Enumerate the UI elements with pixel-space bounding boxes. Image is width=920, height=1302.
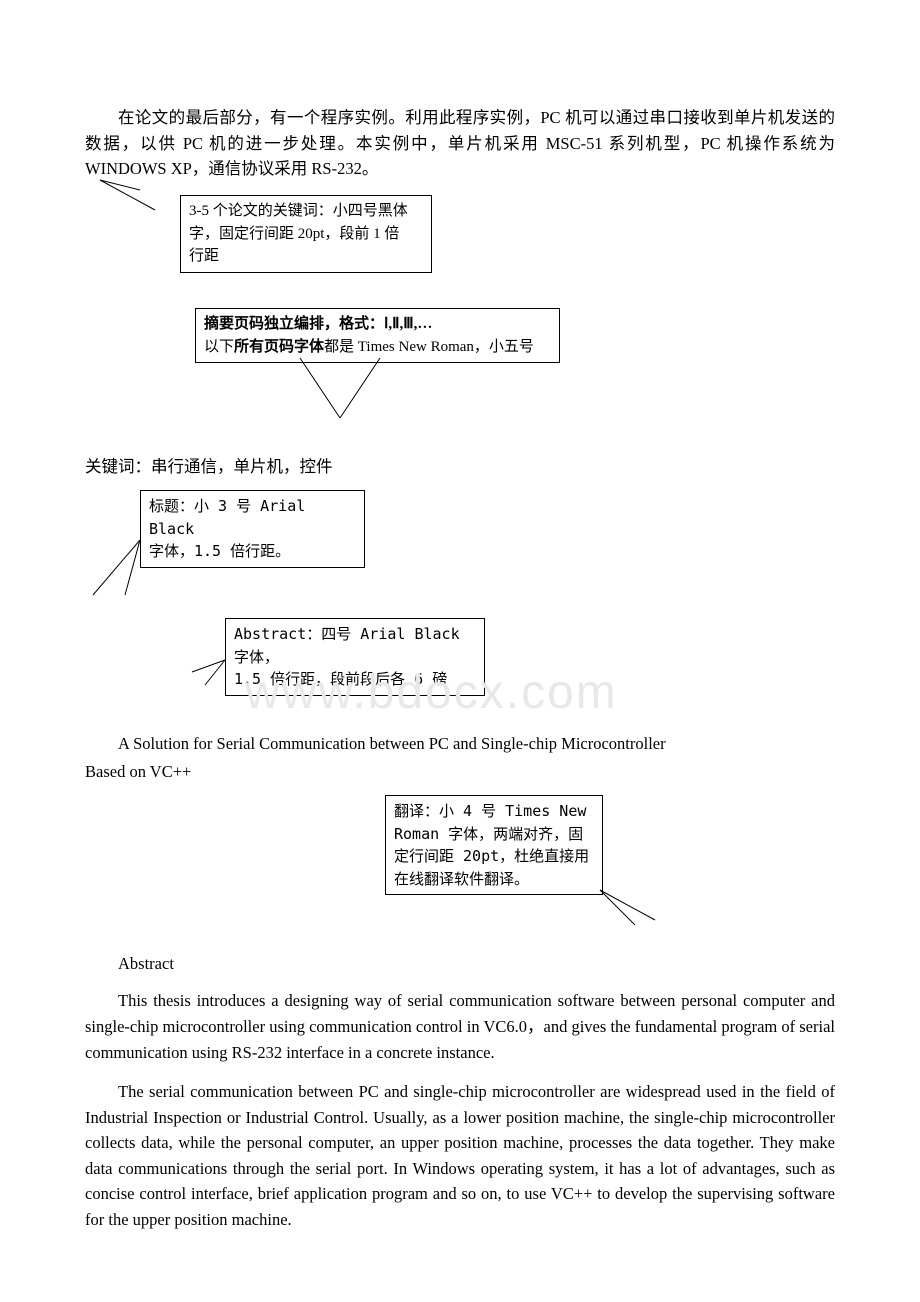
- callout4-line1: Abstract：四号 Arial Black 字体，: [234, 625, 460, 666]
- callout2-line1: 摘要页码独立编排，格式：Ⅰ,Ⅱ,Ⅲ,…: [204, 316, 432, 332]
- callout-page-number: 摘要页码独立编排，格式：Ⅰ,Ⅱ,Ⅲ,… 以下所有页码字体都是 Times New…: [195, 308, 560, 363]
- callout5-line4: 在线翻译软件翻译。: [394, 870, 529, 888]
- callout1-line3: 行距: [189, 248, 219, 264]
- english-title-line1: A Solution for Serial Communication betw…: [85, 731, 666, 757]
- document-body: 在论文的最后部分，有一个程序实例。利用此程序实例，PC 机可以通过串口接收到单片…: [0, 0, 920, 1232]
- abstract-para-1: This thesis introduces a designing way o…: [85, 988, 835, 1065]
- callout2-line2-prefix: 以下: [204, 339, 234, 355]
- callout4-line2: 1.5 倍行距，段前段后各 6 磅: [234, 670, 447, 688]
- english-title: A Solution for Serial Communication betw…: [85, 731, 835, 757]
- callout-title-style: 标题：小 3 号 Arial Black 字体，1.5 倍行距。: [140, 490, 365, 568]
- callout2-line1-text: 摘要页码独立编排，格式：Ⅰ,Ⅱ,Ⅲ,…: [204, 316, 432, 332]
- callout1-line1: 3-5 个论文的关键词：小四号黑体: [189, 203, 408, 219]
- callout2-line2-bold: 所有页码字体: [234, 339, 324, 355]
- callout3-line1: 标题：小 3 号 Arial Black: [149, 497, 305, 538]
- callout3-line2: 字体，1.5 倍行距。: [149, 542, 290, 560]
- keywords-line: 关键词：串行通信，单片机，控件: [85, 454, 835, 480]
- callout5-line3: 定行间距 20pt，杜绝直接用: [394, 847, 589, 865]
- callout5-line1: 翻译：小 4 号 Times New: [394, 802, 586, 820]
- callout-keywords-style: 3-5 个论文的关键词：小四号黑体 字，固定行间距 20pt，段前 1 倍 行距: [180, 195, 432, 273]
- callout-abstract-style: Abstract：四号 Arial Black 字体， 1.5 倍行距，段前段后…: [225, 618, 485, 696]
- callout5-line2: Roman 字体，两端对齐，固: [394, 825, 583, 843]
- intro-paragraph: 在论文的最后部分，有一个程序实例。利用此程序实例，PC 机可以通过串口接收到单片…: [85, 105, 835, 182]
- english-title-line2: Based on VC++: [85, 759, 835, 785]
- callout-translation-style: 翻译：小 4 号 Times New Roman 字体，两端对齐，固 定行间距 …: [385, 795, 603, 895]
- callout1-line2: 字，固定行间距 20pt，段前 1 倍: [189, 226, 399, 242]
- abstract-para-2: The serial communication between PC and …: [85, 1079, 835, 1232]
- callout2-line2-suffix: 都是 Times New Roman，小五号: [324, 339, 534, 355]
- abstract-heading: Abstract: [85, 954, 835, 974]
